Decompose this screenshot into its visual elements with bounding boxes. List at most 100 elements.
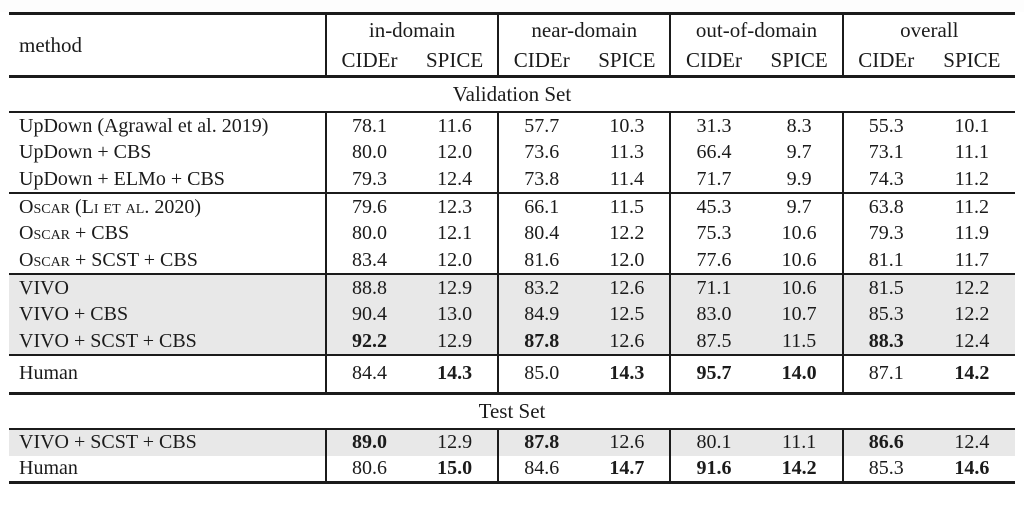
method-cell: VIVO + CBS <box>19 303 129 325</box>
metric-header-cider: CIDEr <box>669 45 757 77</box>
metric-cell: 12.2 <box>954 276 990 299</box>
metric-header-spice: SPICE <box>426 47 484 72</box>
metric-cell: 12.0 <box>437 141 473 163</box>
metric-cell: 12.4 <box>954 329 990 352</box>
metric-cell: 10.6 <box>781 222 817 244</box>
metric-cell: 78.1 <box>324 112 413 139</box>
group-header-in-domain: in-domain <box>324 13 499 46</box>
metric-cell: 57.7 <box>497 112 585 139</box>
metric-cell: 55.3 <box>841 112 929 139</box>
table-row: Oscar (Li et al. 2020) 79.6 12.3 66.1 11.5 45… <box>9 193 1015 220</box>
metric-cell: 83.0 <box>669 301 757 328</box>
metric-cell: 12.9 <box>437 276 473 299</box>
metric-cell: 91.6 <box>669 455 757 483</box>
metric-cell: 11.1 <box>781 431 817 453</box>
metric-cell: 14.6 <box>954 456 990 479</box>
metric-cell: 85.3 <box>841 455 929 483</box>
table-row: VIVO + SCST + CBS 92.2 12.9 87.8 12.6 87.5 11.… <box>9 328 1015 355</box>
method-cell: VIVO + SCST + CBS <box>19 329 197 352</box>
metric-cell: 12.4 <box>954 431 990 453</box>
metric-cell: 79.3 <box>324 166 413 193</box>
method-cell: VIVO <box>19 276 69 299</box>
metric-cell: 14.7 <box>609 456 645 479</box>
metric-cell: 14.0 <box>781 362 817 385</box>
metric-cell: 83.2 <box>497 274 585 301</box>
metric-cell: 63.8 <box>841 193 929 220</box>
metric-header-spice: SPICE <box>770 47 828 72</box>
metric-cell: 12.0 <box>437 248 473 271</box>
table-body: Validation Set UpDown (Agrawal et al. 201… <box>9 77 1015 483</box>
metric-cell: 81.5 <box>841 274 929 301</box>
metric-cell: 11.7 <box>954 248 990 271</box>
metric-cell: 12.0 <box>609 248 645 271</box>
metric-cell: 73.8 <box>497 166 585 193</box>
metric-cell: 9.7 <box>786 141 812 163</box>
group-header-near-domain: near-domain <box>497 13 671 46</box>
metric-cell: 84.4 <box>324 355 413 393</box>
table-row: Human 84.4 14.3 85.0 14.3 95.7 14.0 87.1 14.2 <box>9 355 1015 393</box>
metric-cell: 12.2 <box>609 222 645 244</box>
method-cell: Human <box>19 456 78 479</box>
metric-cell: 88.3 <box>841 328 929 355</box>
metric-cell: 10.3 <box>609 114 645 137</box>
metric-cell: 73.6 <box>497 139 585 166</box>
method-cell: UpDown + ELMo + CBS <box>19 167 225 190</box>
metric-cell: 80.6 <box>324 455 413 483</box>
metric-cell: 11.5 <box>609 195 644 218</box>
metric-cell: 31.3 <box>669 112 757 139</box>
table-row: UpDown + CBS 80.0 12.0 73.6 11.3 66.4 9.7 73.1 1… <box>9 139 1015 166</box>
table-row: VIVO + SCST + CBS 89.0 12.9 87.8 12.6 80.1 11.… <box>9 428 1015 456</box>
metric-header-spice: SPICE <box>943 47 1001 72</box>
metric-cell: 10.6 <box>781 276 817 299</box>
metric-cell: 15.0 <box>437 456 473 479</box>
method-column-header: method <box>19 32 82 57</box>
metric-header-cider: CIDEr <box>324 45 413 77</box>
metric-header-spice: SPICE <box>598 47 656 72</box>
method-cell: UpDown + CBS <box>19 141 152 163</box>
table-row: Oscar + SCST + CBS 83.4 12.0 81.6 12.0 77.6 10… <box>9 247 1015 274</box>
metric-cell: 80.0 <box>324 220 413 247</box>
metric-cell: 87.1 <box>841 355 929 393</box>
table-row: Oscar + CBS 80.0 12.1 80.4 12.2 75.3 10.6 79.3 1… <box>9 220 1015 247</box>
metric-cell: 14.3 <box>437 362 473 385</box>
metric-cell: 12.6 <box>609 329 645 352</box>
table-header: method in-domain near-domain out-of-doma… <box>9 13 1015 77</box>
metric-cell: 12.9 <box>437 329 473 352</box>
metric-cell: 66.1 <box>497 193 585 220</box>
metric-cell: 10.1 <box>954 114 990 137</box>
metric-cell: 85.3 <box>841 301 929 328</box>
metric-cell: 11.9 <box>954 222 990 244</box>
group-header-out-of-domain: out-of-domain <box>669 13 843 46</box>
metric-cell: 75.3 <box>669 220 757 247</box>
metric-cell: 11.5 <box>781 329 817 352</box>
metric-cell: 9.9 <box>786 167 812 190</box>
table-row: UpDown (Agrawal et al. 2019) 78.1 11.6 57.7… <box>9 112 1015 139</box>
table-row: Human 80.6 15.0 84.6 14.7 91.6 14.2 85.3 14.6 <box>9 455 1015 483</box>
results-table: method in-domain near-domain out-of-doma… <box>9 12 1015 484</box>
metric-cell: 81.6 <box>497 247 585 274</box>
metric-cell: 11.2 <box>954 195 990 218</box>
metric-cell: 86.6 <box>841 428 929 456</box>
metric-cell: 8.3 <box>786 114 812 137</box>
metric-cell: 12.9 <box>437 431 473 453</box>
metric-header-row: CIDEr SPICE CIDEr SPICE CIDEr SPICE CIDE… <box>9 45 1015 77</box>
metric-cell: 77.6 <box>669 247 757 274</box>
metric-cell: 89.0 <box>324 428 413 456</box>
metric-cell: 11.3 <box>609 141 644 163</box>
metric-cell: 71.7 <box>669 166 757 193</box>
metric-cell: 80.1 <box>669 428 757 456</box>
method-cell: UpDown (Agrawal et al. 2019) <box>19 114 269 137</box>
metric-cell: 10.6 <box>781 248 817 271</box>
metric-cell: 14.2 <box>954 362 990 385</box>
metric-cell: 90.4 <box>324 301 413 328</box>
metric-cell: 83.4 <box>324 247 413 274</box>
metric-cell: 95.7 <box>669 355 757 393</box>
metric-cell: 11.6 <box>437 114 472 137</box>
metric-cell: 66.4 <box>669 139 757 166</box>
metric-cell: 12.6 <box>609 431 645 453</box>
method-cell: VIVO + SCST + CBS <box>19 431 197 453</box>
metric-cell: 11.1 <box>954 141 990 163</box>
metric-cell: 12.5 <box>609 303 645 325</box>
section-title: Test Set <box>478 398 546 423</box>
metric-cell: 73.1 <box>841 139 929 166</box>
